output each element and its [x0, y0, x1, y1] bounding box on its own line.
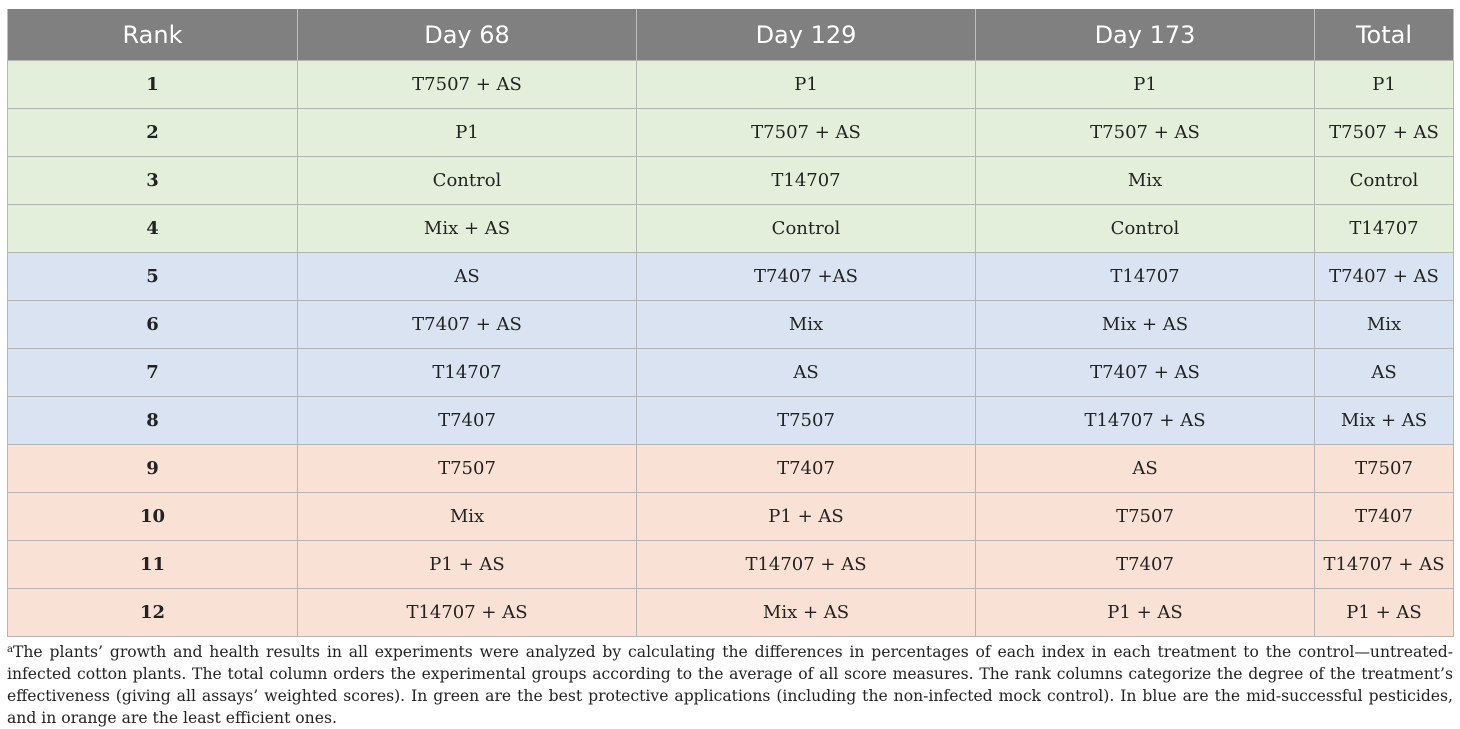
cell-rank: 2 — [7, 108, 298, 157]
cell-rank: 12 — [7, 588, 298, 637]
table-row: 3 Control T14707 Mix Control — [7, 156, 1454, 205]
table-row: 6 T7407 + AS Mix Mix + AS Mix — [7, 300, 1454, 349]
header-day-68: Day 68 — [297, 9, 637, 61]
cell-total: T7507 — [1314, 444, 1454, 493]
table-row: 7 T14707 AS T7407 + AS AS — [7, 348, 1454, 397]
cell-day-68: Mix + AS — [297, 204, 637, 253]
cell-day-129: T7407 — [636, 444, 976, 493]
cell-total: T14707 + AS — [1314, 540, 1454, 589]
cell-day-68: AS — [297, 252, 637, 301]
cell-day-68: T14707 + AS — [297, 588, 637, 637]
cell-rank: 4 — [7, 204, 298, 253]
cell-day-68: T14707 — [297, 348, 637, 397]
cell-day-68: P1 — [297, 108, 637, 157]
cell-total: P1 + AS — [1314, 588, 1454, 637]
cell-day-68: T7507 + AS — [297, 60, 637, 109]
cell-day-129: Mix — [636, 300, 976, 349]
cell-day-129: Control — [636, 204, 976, 253]
cell-day-173: P1 — [975, 60, 1315, 109]
footnote-marker: a — [7, 644, 13, 655]
cell-total: T7507 + AS — [1314, 108, 1454, 157]
cell-total: Mix + AS — [1314, 396, 1454, 445]
table-row: 4 Mix + AS Control Control T14707 — [7, 204, 1454, 253]
cell-day-129: T14707 — [636, 156, 976, 205]
cell-day-173: T7407 + AS — [975, 348, 1315, 397]
table-row: 12 T14707 + AS Mix + AS P1 + AS P1 + AS — [7, 588, 1454, 637]
cell-total: T7407 + AS — [1314, 252, 1454, 301]
cell-rank: 10 — [7, 492, 298, 541]
cell-day-129: AS — [636, 348, 976, 397]
table-row: 5 AS T7407 +AS T14707 T7407 + AS — [7, 252, 1454, 301]
cell-day-129: T7507 + AS — [636, 108, 976, 157]
cell-day-173: P1 + AS — [975, 588, 1315, 637]
header-rank: Rank — [7, 9, 298, 61]
cell-day-173: T7507 + AS — [975, 108, 1315, 157]
table-row: 1 T7507 + AS P1 P1 P1 — [7, 60, 1454, 109]
footnote-text: The plants’ growth and health results in… — [7, 643, 1453, 727]
cell-day-173: AS — [975, 444, 1315, 493]
cell-day-173: Mix — [975, 156, 1315, 205]
cell-total: AS — [1314, 348, 1454, 397]
cell-day-129: P1 + AS — [636, 492, 976, 541]
cell-day-173: Mix + AS — [975, 300, 1315, 349]
table-header: Rank Day 68 Day 129 Day 173 Total — [7, 9, 1454, 61]
cell-rank: 6 — [7, 300, 298, 349]
table-row: 10 Mix P1 + AS T7507 T7407 — [7, 492, 1454, 541]
ranking-table-container: Rank Day 68 Day 129 Day 173 Total 1 T7507… — [7, 9, 1454, 637]
table-row: 11 P1 + AS T14707 + AS T7407 T14707 + AS — [7, 540, 1454, 589]
cell-rank: 11 — [7, 540, 298, 589]
cell-total: T14707 — [1314, 204, 1454, 253]
table-footnote: aThe plants’ growth and health results i… — [7, 641, 1453, 729]
cell-day-173: T7507 — [975, 492, 1315, 541]
cell-rank: 7 — [7, 348, 298, 397]
table-row: 2 P1 T7507 + AS T7507 + AS T7507 + AS — [7, 108, 1454, 157]
cell-day-129: P1 — [636, 60, 976, 109]
cell-rank: 8 — [7, 396, 298, 445]
cell-day-129: Mix + AS — [636, 588, 976, 637]
ranking-table: Rank Day 68 Day 129 Day 173 Total 1 T7507… — [7, 9, 1454, 637]
header-row: Rank Day 68 Day 129 Day 173 Total — [7, 9, 1454, 61]
cell-day-173: T7407 — [975, 540, 1315, 589]
cell-day-129: T7507 — [636, 396, 976, 445]
cell-day-68: Mix — [297, 492, 637, 541]
table-row: 8 T7407 T7507 T14707 + AS Mix + AS — [7, 396, 1454, 445]
table-row: 9 T7507 T7407 AS T7507 — [7, 444, 1454, 493]
header-day-173: Day 173 — [975, 9, 1315, 61]
header-total: Total — [1314, 9, 1454, 61]
cell-day-173: T14707 + AS — [975, 396, 1315, 445]
cell-total: Mix — [1314, 300, 1454, 349]
cell-total: T7407 — [1314, 492, 1454, 541]
header-day-129: Day 129 — [636, 9, 976, 61]
cell-day-173: T14707 — [975, 252, 1315, 301]
cell-day-68: T7507 — [297, 444, 637, 493]
cell-rank: 3 — [7, 156, 298, 205]
cell-day-68: P1 + AS — [297, 540, 637, 589]
table-body: 1 T7507 + AS P1 P1 P1 2 P1 T7507 + AS T7507 + AS… — [7, 60, 1454, 637]
cell-day-173: Control — [975, 204, 1315, 253]
cell-day-129: T7407 +AS — [636, 252, 976, 301]
cell-rank: 5 — [7, 252, 298, 301]
cell-day-68: T7407 — [297, 396, 637, 445]
cell-day-129: T14707 + AS — [636, 540, 976, 589]
cell-day-68: T7407 + AS — [297, 300, 637, 349]
cell-total: P1 — [1314, 60, 1454, 109]
cell-rank: 1 — [7, 60, 298, 109]
cell-total: Control — [1314, 156, 1454, 205]
cell-rank: 9 — [7, 444, 298, 493]
cell-day-68: Control — [297, 156, 637, 205]
